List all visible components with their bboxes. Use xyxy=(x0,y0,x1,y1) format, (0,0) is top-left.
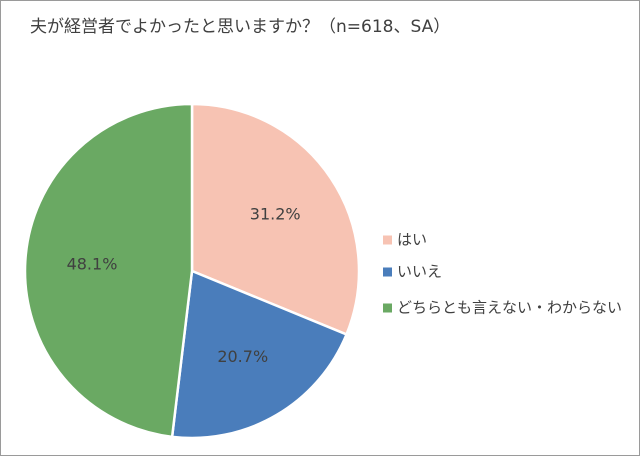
pie-slice xyxy=(23,102,194,439)
value-label: 31.2% xyxy=(250,205,301,224)
legend-swatch xyxy=(383,267,392,277)
legend-label: どちらとも言えない・わからない xyxy=(397,299,622,317)
legend-swatch xyxy=(383,303,392,313)
value-label: 48.1% xyxy=(67,255,118,274)
pie-slice xyxy=(170,269,349,440)
pie-slice xyxy=(190,102,361,337)
legend-label: いいえ xyxy=(397,263,442,281)
legend-label: はい xyxy=(397,231,427,249)
chart-title: 夫が経営者でよかったと思いますか？（n=618、SA） xyxy=(30,17,450,37)
legend-swatch xyxy=(383,235,392,245)
value-label: 20.7% xyxy=(217,347,268,366)
